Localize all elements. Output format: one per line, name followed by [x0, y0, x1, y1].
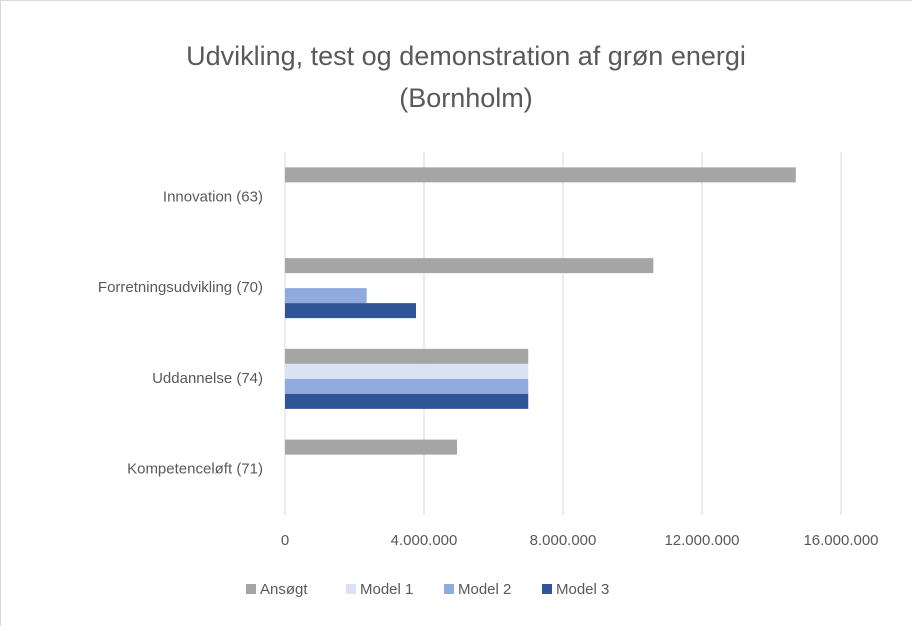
x-tick-label: 0 [281, 532, 289, 549]
legend-swatch [246, 584, 256, 594]
legend-label: Ansøgt [260, 581, 308, 598]
y-tick-label: Uddannelse (74) [152, 370, 263, 387]
legend-label: Model 3 [556, 581, 609, 598]
legend-swatch [542, 584, 552, 594]
bar [285, 167, 796, 182]
x-tick-label: 8.000.000 [530, 532, 597, 549]
bar [285, 288, 367, 303]
legend-swatch [346, 584, 356, 594]
bar [285, 303, 416, 318]
chart-title: Udvikling, test og demonstration af grøn… [186, 41, 746, 71]
y-tick-label: Kompetenceløft (71) [127, 461, 263, 478]
x-tick-label: 4.000.000 [391, 532, 458, 549]
bar [285, 440, 457, 455]
x-tick-label: 16.000.000 [803, 532, 878, 549]
legend-label: Model 1 [360, 581, 413, 598]
bar [285, 349, 528, 364]
chart-title: (Bornholm) [399, 83, 533, 113]
bar [285, 394, 528, 409]
legend-label: Model 2 [458, 581, 511, 598]
bar [285, 364, 528, 379]
y-tick-label: Innovation (63) [163, 188, 263, 205]
bar [285, 379, 528, 394]
legend-swatch [444, 584, 454, 594]
x-tick-label: 12.000.000 [664, 532, 739, 549]
bar [285, 258, 653, 273]
y-tick-label: Forretningsudvikling (70) [98, 279, 263, 296]
